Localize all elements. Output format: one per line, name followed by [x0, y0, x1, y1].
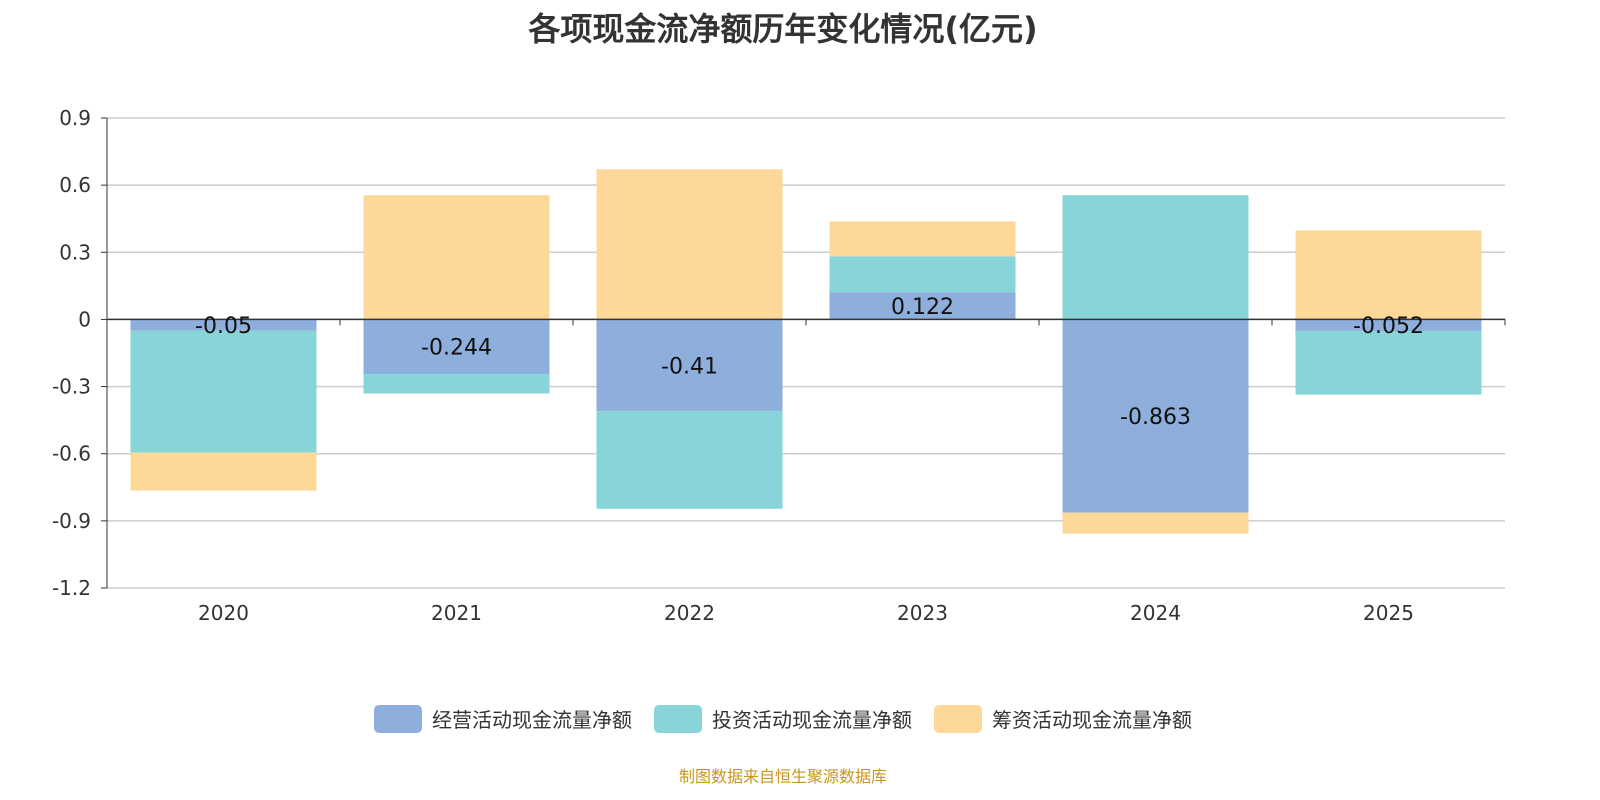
- data-label: -0.244: [421, 336, 492, 361]
- bar-2-2025: [1295, 230, 1482, 320]
- bar-1-2022: [596, 411, 783, 509]
- chart-title: 各项现金流净额历年变化情况(亿元): [528, 10, 1038, 48]
- legend-label: 投资活动现金流量净额: [712, 708, 912, 732]
- legend-item-operating[interactable]: 经营活动现金流量净额: [374, 704, 632, 733]
- legend-swatch: [374, 704, 422, 733]
- y-tick-label: -0.3: [52, 375, 91, 399]
- bar-0-2021: [363, 319, 550, 375]
- x-tick-label: 2025: [1363, 601, 1414, 625]
- x-tick-label: 2022: [664, 601, 715, 625]
- bar-2-2024: [1062, 512, 1249, 534]
- data-label: -0.052: [1353, 314, 1424, 339]
- x-tick-label: 2020: [198, 601, 249, 625]
- bar-0-2024: [1062, 319, 1249, 513]
- legend-label: 筹资活动现金流量净额: [992, 708, 1192, 732]
- y-tick-label: 0.6: [59, 173, 91, 197]
- source-footer: 制图数据来自恒生聚源数据库: [678, 767, 887, 786]
- bar-0-2022: [596, 319, 783, 412]
- legend-swatch: [654, 704, 702, 733]
- legend-swatch: [934, 704, 982, 733]
- data-label: 0.122: [891, 295, 954, 320]
- bar-1-2021: [363, 374, 550, 394]
- bar-0-2020: [130, 319, 317, 331]
- bar-1-2024: [1062, 195, 1249, 320]
- data-label: -0.41: [661, 354, 718, 379]
- legend: 经营活动现金流量净额 投资活动现金流量净额 筹资活动现金流量净额: [0, 704, 1566, 733]
- bar-2-2020: [130, 452, 317, 491]
- y-tick-label: -0.6: [52, 442, 91, 466]
- stacked-bar-chart: 0.9 0.6 0.3 0 -0.3 -0.6 -0.9 -1.2 2020 2021 2022 20…: [52, 106, 1506, 625]
- data-label: -0.05: [195, 314, 252, 339]
- y-tick-label: 0.3: [59, 240, 91, 264]
- legend-item-investing[interactable]: 投资活动现金流量净额: [654, 704, 912, 733]
- bar-0-2023: [829, 292, 1016, 320]
- y-tick-label: -1.2: [52, 576, 91, 600]
- bar-1-2025: [1295, 331, 1482, 395]
- y-tick-label: -0.9: [52, 509, 91, 533]
- x-tick-label: 2024: [1130, 601, 1181, 625]
- y-tick-label: 0.9: [59, 106, 91, 130]
- y-tick-label: 0: [78, 307, 91, 331]
- bar-2-2022: [596, 169, 783, 320]
- data-label: -0.863: [1120, 405, 1191, 430]
- legend-item-financing[interactable]: 筹资活动现金流量净额: [934, 704, 1192, 733]
- bar-2-2023: [829, 221, 1016, 257]
- x-tick-label: 2023: [897, 601, 948, 625]
- bar-1-2020: [130, 330, 317, 453]
- legend-label: 经营活动现金流量净额: [432, 708, 632, 732]
- bar-2-2021: [363, 195, 550, 320]
- x-tick-label: 2021: [431, 601, 482, 625]
- bar-0-2025: [1295, 319, 1482, 332]
- bar-1-2023: [829, 256, 1016, 293]
